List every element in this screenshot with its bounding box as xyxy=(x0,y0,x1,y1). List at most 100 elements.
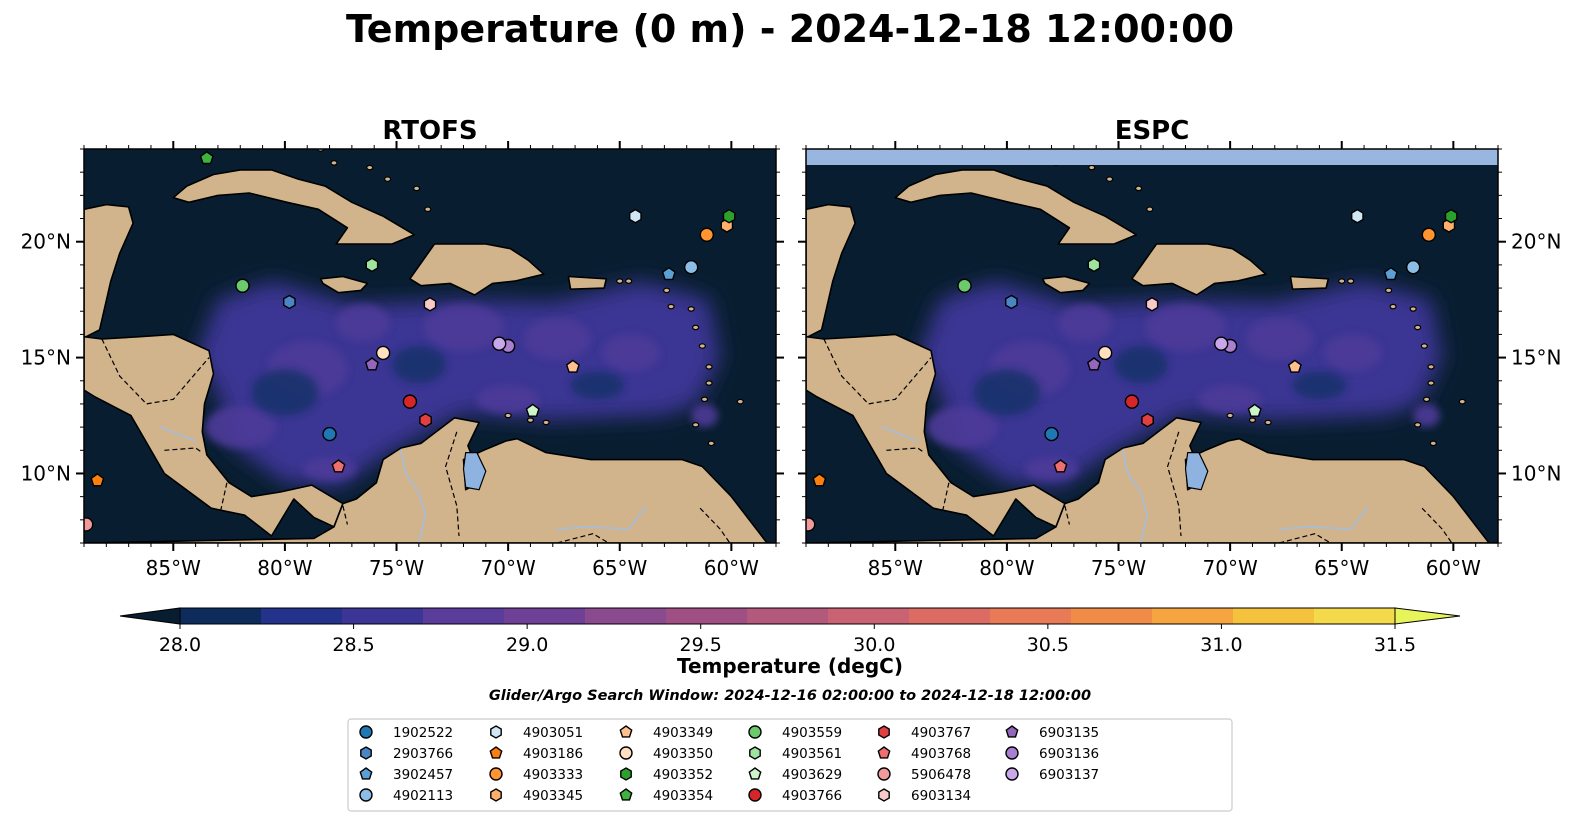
platform-4903768 xyxy=(331,459,346,473)
small-island xyxy=(526,417,535,423)
small-island xyxy=(736,398,744,405)
small-island xyxy=(667,303,675,310)
platform-4903186 xyxy=(90,473,105,487)
x-tick-label: 80°W xyxy=(257,556,312,580)
legend-label: 4903186 xyxy=(523,746,583,762)
legend-marker-4903352 xyxy=(620,767,632,781)
country-border xyxy=(164,447,203,454)
legend-marker-4903345 xyxy=(490,788,502,802)
colorbar-tick-label: 30.5 xyxy=(1027,634,1069,656)
platform-4903186 xyxy=(812,473,827,487)
map-field-espc xyxy=(806,149,1498,543)
legend-marker-4903349 xyxy=(619,725,633,738)
warm-eddy xyxy=(1413,403,1440,428)
warm-eddy xyxy=(926,406,998,448)
colorbar-bin xyxy=(504,608,586,624)
platform-4903561 xyxy=(365,257,379,273)
x-tick-label: 75°W xyxy=(369,556,424,580)
legend-entry-4902113: 4902113 xyxy=(359,788,453,804)
warm-eddy xyxy=(336,304,390,342)
small-island xyxy=(1088,164,1096,171)
small-island xyxy=(1389,303,1397,310)
legend-marker-4903186 xyxy=(489,746,503,759)
warm-eddy xyxy=(1024,457,1079,481)
panel-title-espc: ESPC xyxy=(1115,116,1190,146)
small-island xyxy=(1414,324,1422,331)
legend-entry-6903137: 6903137 xyxy=(1005,767,1099,783)
colorbar-tick-label: 30.0 xyxy=(853,634,895,656)
platform-5906478 xyxy=(806,517,816,532)
colorbar-tick-label: 31.5 xyxy=(1374,634,1416,656)
map-frame-espc xyxy=(805,148,1499,544)
colorbar-label: Temperature (degC) xyxy=(677,654,903,678)
legend-entry-4903349: 4903349 xyxy=(619,725,713,741)
platform-6903137 xyxy=(492,336,507,351)
legend-marker-4903559 xyxy=(748,725,762,739)
platform-4903768 xyxy=(1053,459,1068,473)
x-tick-label: 65°W xyxy=(1314,556,1369,580)
map-panel-espc: ESPC 85°W 80°W 75°W 70°W 65°W 60°W 10°N 15°N 20°… xyxy=(798,116,1561,580)
x-tick-label: 60°W xyxy=(704,556,759,580)
river xyxy=(1279,505,1370,530)
colorbar-bin xyxy=(666,608,748,624)
legend-entry-5906478: 5906478 xyxy=(877,767,971,783)
y-tick-label: 20°N xyxy=(1511,230,1561,254)
map-frame-rtofs xyxy=(83,148,777,544)
colorbar-bin xyxy=(1071,608,1153,624)
country-border xyxy=(1421,507,1453,543)
legend-label: 6903137 xyxy=(1039,767,1099,783)
platform-4903559 xyxy=(235,278,250,293)
land-jamaica xyxy=(319,275,369,294)
colorbar-bin xyxy=(1314,608,1396,624)
land-central-america xyxy=(84,333,344,537)
small-island xyxy=(1146,206,1154,213)
colorbar-bins xyxy=(119,607,1461,625)
legend-marker-6903135 xyxy=(1005,725,1019,738)
legend-marker-1902522 xyxy=(359,725,373,739)
cool-eddy xyxy=(1114,346,1168,384)
small-island xyxy=(366,164,374,171)
panel-title-rtofs: RTOFS xyxy=(382,116,477,146)
legend-entry-4903333: 4903333 xyxy=(489,767,583,783)
warm-eddy xyxy=(601,334,660,372)
warm-eddy xyxy=(1058,304,1112,342)
lake-maracaibo xyxy=(462,452,487,491)
colorbar-extend-high xyxy=(1394,607,1461,625)
land-central-america xyxy=(806,333,1066,537)
platform-4903051 xyxy=(1351,208,1364,224)
small-island xyxy=(1347,278,1355,284)
colorbar-tick-label: 29.5 xyxy=(680,634,722,656)
platform-4903333 xyxy=(1421,227,1436,242)
colorbar-bin xyxy=(909,608,991,624)
warm-eddy xyxy=(476,385,540,414)
colorbar-tick-label: 28.5 xyxy=(332,634,374,656)
cool-eddy xyxy=(1292,371,1347,400)
lake-maracaibo xyxy=(1184,452,1209,491)
y-tick-label: 15°N xyxy=(1511,346,1561,370)
platform-4902113 xyxy=(683,259,699,275)
small-island xyxy=(542,419,550,426)
platform-3902457 xyxy=(661,266,676,281)
legend-label: 4903768 xyxy=(911,746,971,762)
legend-entry-1902522: 1902522 xyxy=(359,725,453,741)
legend-label: 4903349 xyxy=(653,725,713,741)
platform-4903333 xyxy=(699,227,714,242)
cool-eddy xyxy=(392,346,446,384)
small-island xyxy=(1429,440,1437,447)
colorbar-outline xyxy=(179,607,1396,625)
small-island xyxy=(424,206,432,213)
y-tick-label: 15°N xyxy=(21,346,71,370)
land-cuba xyxy=(894,169,1138,245)
map-field-rtofs xyxy=(84,149,776,543)
platform-4903766 xyxy=(1124,394,1140,409)
warm-eddy xyxy=(204,406,276,448)
river xyxy=(159,426,196,442)
small-island xyxy=(1135,185,1143,192)
platform-2903766 xyxy=(282,294,296,310)
legend-entry-4903629: 4903629 xyxy=(748,767,842,783)
legend-marker-4903333 xyxy=(489,767,503,781)
small-island xyxy=(383,176,392,182)
platform-6903137 xyxy=(1214,336,1229,351)
x-tick-label: 60°W xyxy=(1426,556,1481,580)
country-border xyxy=(1279,533,1331,543)
